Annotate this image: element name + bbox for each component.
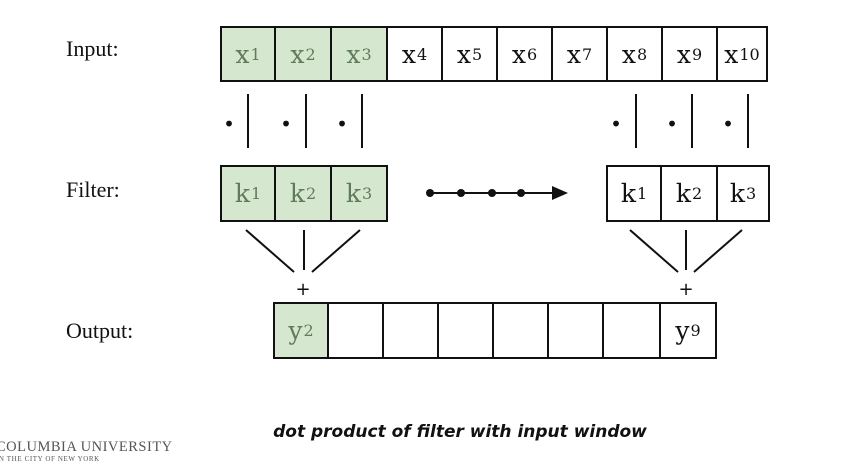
output-cell	[382, 302, 439, 359]
dot-operator: •	[223, 112, 235, 136]
logo-line2: IN THE CITY OF NEW YORK	[0, 455, 100, 463]
plus-operator: +	[295, 279, 310, 300]
filter-symbol: k	[289, 179, 305, 208]
output-index: 9	[690, 321, 701, 340]
plus-operator: +	[678, 279, 693, 300]
input-symbol: x	[676, 39, 691, 69]
dot-operator: •	[280, 112, 292, 136]
output-symbol: y	[288, 316, 303, 345]
dot-operator: •	[610, 112, 622, 136]
dot-operator: •	[722, 112, 734, 136]
arrow-dot	[488, 189, 496, 197]
sum-line	[629, 229, 679, 273]
input-index: 5	[471, 44, 483, 64]
filter-index: 3	[745, 184, 757, 203]
output-cell	[437, 302, 494, 359]
filter-index: 2	[305, 184, 317, 203]
sum-line	[311, 229, 361, 273]
filter-symbol: k	[620, 179, 636, 208]
filter-index: 3	[361, 184, 373, 203]
filter-index: 1	[636, 184, 648, 203]
logo-line1: COLUMBIA UNIVERSITY	[0, 439, 173, 455]
caption: dot product of filter with input window	[273, 422, 647, 442]
input-symbol: x	[290, 39, 305, 69]
input-index: 7	[581, 44, 593, 64]
input-index: 2	[305, 44, 316, 64]
filter-index: 1	[250, 184, 262, 203]
output-cell	[547, 302, 604, 359]
filter-index: 2	[691, 184, 703, 203]
input-index: 3	[361, 44, 372, 64]
dot-operator: •	[336, 112, 348, 136]
input-cell: x 10	[716, 26, 768, 82]
input-symbol: x	[566, 39, 581, 69]
filter-symbol: k	[234, 179, 250, 208]
input-symbol: x	[621, 39, 636, 69]
arrow-dot	[426, 189, 434, 197]
output-index: 2	[303, 321, 314, 340]
output-symbol: y	[675, 316, 690, 345]
input-label: Input:	[66, 36, 119, 61]
slide-arrow-head	[552, 186, 568, 200]
input-symbol: x	[346, 39, 361, 69]
input-symbol: x	[401, 39, 416, 69]
input-index: 4	[416, 44, 428, 64]
input-index: 1	[250, 44, 261, 64]
input-index: 10	[739, 44, 760, 64]
input-symbol: x	[724, 39, 739, 69]
input-symbol: x	[456, 39, 471, 69]
university-logo: COLUMBIA UNIVERSITY IN THE CITY OF NEW Y…	[0, 440, 173, 464]
output-label: Output:	[66, 318, 134, 343]
filter-symbol: k	[345, 179, 361, 208]
dot-operator: •	[666, 112, 678, 136]
input-symbol: x	[511, 39, 526, 69]
sum-line	[245, 229, 295, 273]
arrow-dot	[517, 189, 525, 197]
input-index: 9	[691, 44, 703, 64]
arrow-dot	[457, 189, 465, 197]
input-index: 6	[526, 44, 538, 64]
input-index: 8	[636, 44, 648, 64]
sum-line	[693, 229, 743, 273]
filter-symbol: k	[675, 179, 691, 208]
filter-symbol: k	[729, 179, 745, 208]
filter-label: Filter:	[66, 177, 120, 202]
input-symbol: x	[235, 39, 250, 69]
